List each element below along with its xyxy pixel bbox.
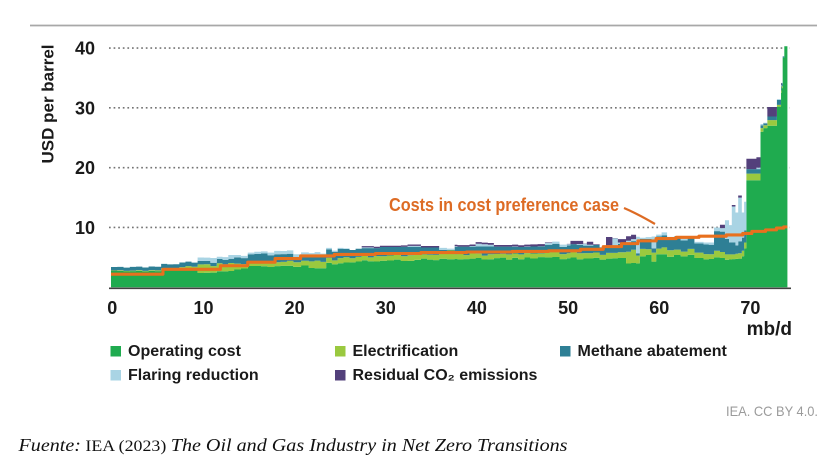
svg-text:10: 10 (75, 218, 95, 238)
svg-text:Residual CO₂ emissions: Residual CO₂ emissions (353, 367, 538, 384)
svg-text:mb/d: mb/d (747, 319, 792, 340)
svg-text:20: 20 (75, 158, 95, 178)
svg-text:50: 50 (558, 298, 578, 318)
svg-text:0: 0 (107, 298, 117, 318)
svg-text:30: 30 (376, 298, 396, 318)
svg-text:Methane abatement: Methane abatement (578, 343, 728, 360)
svg-text:Fuente: IEA (2023) The Oil and: Fuente: IEA (2023) The Oil and Gas Indus… (17, 435, 567, 455)
svg-text:Operating cost: Operating cost (128, 343, 242, 360)
svg-text:30: 30 (75, 98, 95, 118)
svg-text:Costs in cost preference case: Costs in cost preference case (389, 195, 619, 215)
svg-text:USD per barrel: USD per barrel (39, 44, 58, 163)
svg-text:10: 10 (193, 298, 213, 318)
svg-text:40: 40 (75, 39, 95, 59)
svg-text:70: 70 (740, 298, 760, 318)
svg-text:Flaring reduction: Flaring reduction (128, 367, 259, 384)
svg-text:IEA. CC BY 4.0.: IEA. CC BY 4.0. (726, 403, 818, 419)
svg-text:Electrification: Electrification (353, 343, 459, 360)
svg-text:40: 40 (467, 298, 487, 318)
svg-text:20: 20 (285, 298, 305, 318)
svg-text:60: 60 (649, 298, 669, 318)
